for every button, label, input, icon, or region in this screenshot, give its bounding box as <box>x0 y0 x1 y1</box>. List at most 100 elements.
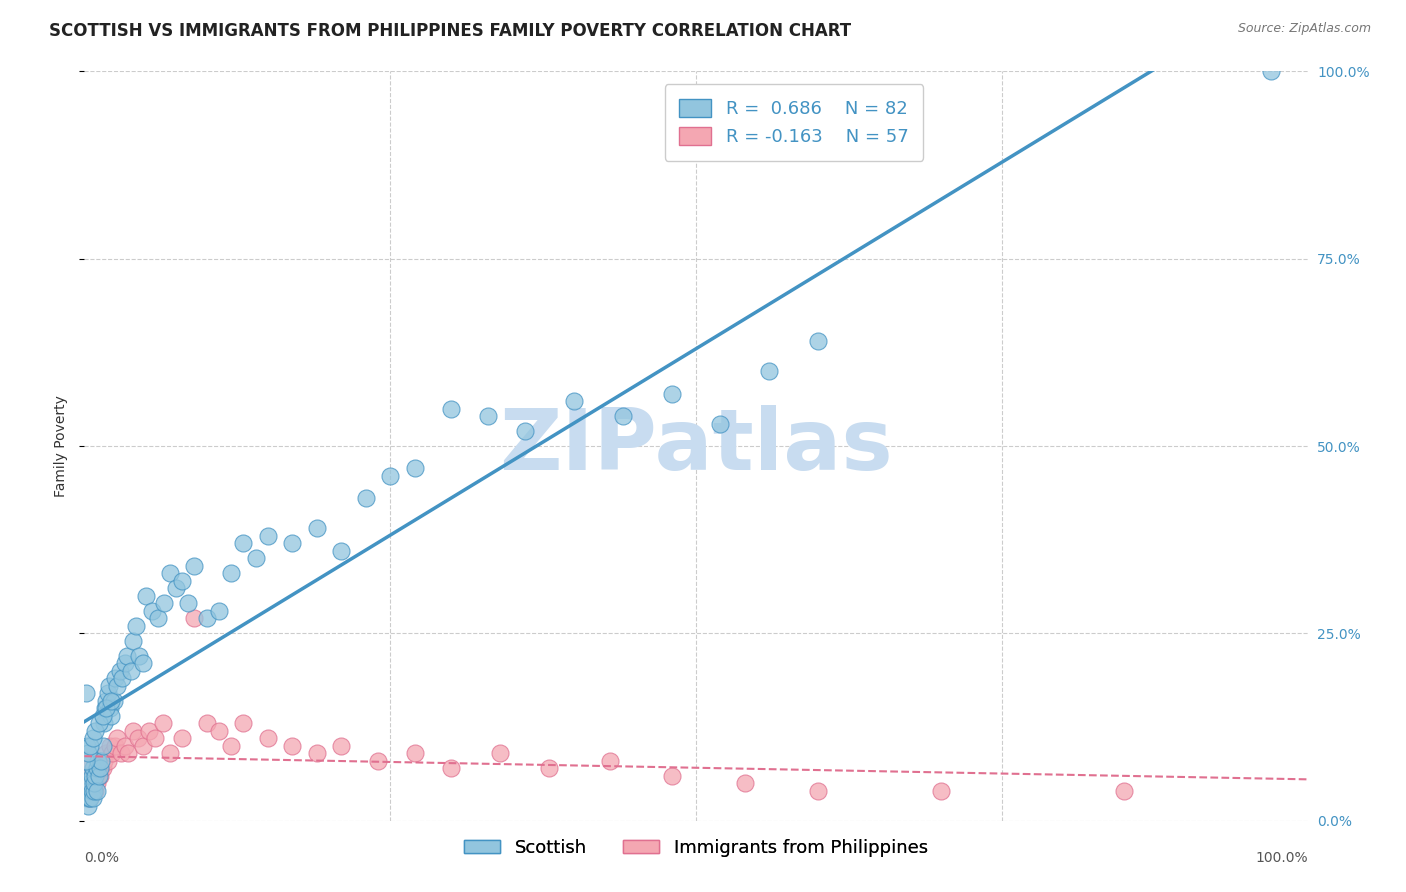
Point <box>354 491 377 506</box>
Legend: Scottish, Immigrants from Philippines: Scottish, Immigrants from Philippines <box>457 831 935 864</box>
Point <box>93 716 115 731</box>
Point <box>105 731 128 746</box>
Point <box>83 776 105 790</box>
Point <box>661 769 683 783</box>
Point <box>75 686 97 700</box>
Point <box>612 409 634 423</box>
Point <box>111 671 134 685</box>
Point <box>1260 64 1282 78</box>
Point <box>98 701 121 715</box>
Point <box>104 739 127 753</box>
Point <box>86 776 108 790</box>
Text: 0.0%: 0.0% <box>84 851 120 864</box>
Point <box>122 723 145 738</box>
Point <box>404 746 426 760</box>
Point <box>101 746 124 760</box>
Point <box>807 783 830 797</box>
Point <box>219 739 242 753</box>
Point <box>82 791 104 805</box>
Point <box>76 791 98 805</box>
Point <box>661 386 683 401</box>
Point <box>94 701 117 715</box>
Point <box>143 731 166 746</box>
Point <box>82 776 104 790</box>
Point <box>97 686 120 700</box>
Point <box>132 739 155 753</box>
Point <box>132 657 155 671</box>
Point <box>115 648 138 663</box>
Point <box>219 566 242 581</box>
Point <box>77 783 100 797</box>
Point <box>380 469 402 483</box>
Point <box>82 761 104 775</box>
Point <box>76 739 98 753</box>
Point <box>82 731 104 746</box>
Point <box>734 776 756 790</box>
Point <box>79 739 101 753</box>
Point <box>257 529 280 543</box>
Point <box>87 769 110 783</box>
Point <box>93 754 115 768</box>
Point <box>404 461 426 475</box>
Point <box>562 394 585 409</box>
Point <box>105 679 128 693</box>
Point <box>79 791 101 805</box>
Point <box>77 761 100 775</box>
Point <box>599 754 621 768</box>
Point <box>100 694 122 708</box>
Point <box>103 694 125 708</box>
Point <box>1114 783 1136 797</box>
Point <box>86 783 108 797</box>
Point <box>159 746 181 760</box>
Point <box>77 791 100 805</box>
Point <box>77 769 100 783</box>
Point <box>232 716 254 731</box>
Point <box>208 604 231 618</box>
Point <box>177 596 200 610</box>
Point <box>141 604 163 618</box>
Point <box>97 679 120 693</box>
Point <box>146 611 169 625</box>
Point <box>440 401 463 416</box>
Point <box>100 708 122 723</box>
Point <box>77 798 100 813</box>
Point <box>91 708 114 723</box>
Point <box>208 723 231 738</box>
Point <box>195 716 218 731</box>
Point <box>75 754 97 768</box>
Point <box>135 589 157 603</box>
Point <box>127 731 149 746</box>
Point <box>122 633 145 648</box>
Point <box>96 701 118 715</box>
Point <box>76 769 98 783</box>
Point <box>77 791 100 805</box>
Point <box>172 574 194 588</box>
Point <box>117 746 139 760</box>
Point <box>305 521 328 535</box>
Point <box>87 716 110 731</box>
Text: Source: ZipAtlas.com: Source: ZipAtlas.com <box>1237 22 1371 36</box>
Point <box>257 731 280 746</box>
Point <box>80 769 103 783</box>
Point <box>305 746 328 760</box>
Point <box>86 761 108 775</box>
Point <box>183 558 205 573</box>
Point <box>89 761 111 775</box>
Point <box>77 783 100 797</box>
Point <box>367 754 389 768</box>
Point <box>84 769 107 783</box>
Point <box>538 761 561 775</box>
Point <box>125 619 148 633</box>
Point <box>281 536 304 550</box>
Text: SCOTTISH VS IMMIGRANTS FROM PHILIPPINES FAMILY POVERTY CORRELATION CHART: SCOTTISH VS IMMIGRANTS FROM PHILIPPINES … <box>49 22 852 40</box>
Point <box>79 769 101 783</box>
Point <box>91 739 114 753</box>
Point <box>152 716 174 731</box>
Point <box>104 671 127 685</box>
Point <box>110 746 132 760</box>
Point <box>477 409 499 423</box>
Point <box>440 761 463 775</box>
Point <box>138 723 160 738</box>
Point <box>245 551 267 566</box>
Point <box>75 783 97 797</box>
